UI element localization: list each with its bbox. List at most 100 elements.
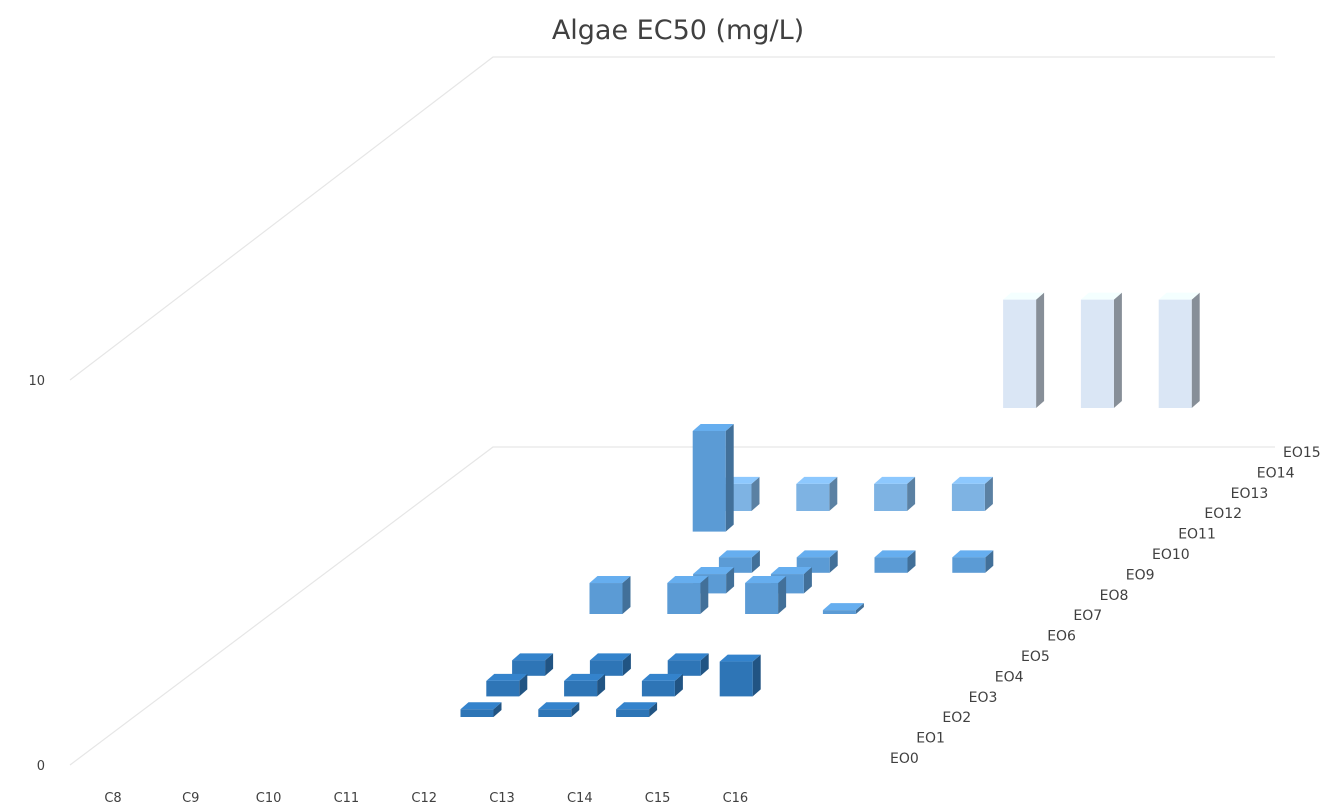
bar xyxy=(874,476,916,511)
y-tick-label: 10 xyxy=(28,374,45,389)
bar-front xyxy=(874,557,908,573)
bar-top xyxy=(874,476,916,484)
bar-side xyxy=(725,423,734,532)
bar-side xyxy=(829,550,838,573)
depth-tick-label: EO14 xyxy=(1257,465,1295,481)
bar-top xyxy=(822,603,864,611)
bar xyxy=(667,653,709,676)
bar-top xyxy=(1158,292,1200,300)
depth-tick-label: EO15 xyxy=(1283,445,1321,461)
bar xyxy=(874,550,916,573)
x-tick-label: C13 xyxy=(489,791,515,806)
bar-front xyxy=(564,680,598,697)
bar-side xyxy=(622,576,631,614)
bar-top xyxy=(693,567,735,575)
bar-side xyxy=(674,673,683,697)
bar-front xyxy=(874,483,908,511)
bar-front xyxy=(616,709,650,717)
bar-side xyxy=(493,702,502,717)
bar xyxy=(512,653,554,676)
bar-side xyxy=(519,673,528,697)
bar-top xyxy=(589,653,631,661)
bar-front xyxy=(745,583,779,614)
bar-top xyxy=(692,423,734,431)
depth-tick-label: EO1 xyxy=(916,731,945,747)
bar-side xyxy=(1113,292,1122,408)
depth-tick-label: EO6 xyxy=(1047,629,1076,645)
bar-front xyxy=(796,483,830,511)
bar-side xyxy=(829,476,838,511)
depth-tick-label: EO5 xyxy=(1021,649,1050,665)
depth-tick-label: EO10 xyxy=(1152,547,1190,563)
bar xyxy=(616,702,658,717)
bar-side xyxy=(597,673,606,697)
bar-front xyxy=(538,709,572,717)
gridline xyxy=(69,56,1275,381)
bar xyxy=(538,702,580,717)
chart-title: Algae EC50 (mg/L) xyxy=(552,15,804,46)
bar-front xyxy=(512,660,546,676)
gridlines xyxy=(69,56,1275,766)
bar-side xyxy=(778,576,787,614)
x-tick-label: C15 xyxy=(645,791,671,806)
bar-top xyxy=(589,576,631,584)
bar-side xyxy=(984,476,993,511)
depth-tick-label: EO7 xyxy=(1073,608,1102,624)
bar-top xyxy=(952,550,994,558)
bar-top xyxy=(1003,292,1045,300)
bar-front xyxy=(641,680,675,697)
bar-side xyxy=(726,567,735,594)
bar xyxy=(1080,292,1122,408)
bar-front xyxy=(667,660,701,676)
bar xyxy=(589,653,631,676)
bar-top xyxy=(951,476,993,484)
bar xyxy=(1003,292,1045,408)
bar-top xyxy=(667,653,709,661)
x-tick-label: C16 xyxy=(723,791,749,806)
bar xyxy=(796,476,838,511)
depth-tick-label: EO12 xyxy=(1204,506,1242,522)
x-axis-ticks: C8 C9 C10 C11 C12 C13 C14 C15 C16 xyxy=(104,791,748,806)
bar-front xyxy=(1003,299,1037,408)
bar xyxy=(719,654,761,697)
bar-top xyxy=(745,576,787,584)
depth-tick-label: EO9 xyxy=(1126,567,1155,583)
bar-top xyxy=(718,550,760,558)
bar-top xyxy=(874,550,916,558)
bar-top xyxy=(460,702,502,710)
bar-front xyxy=(952,557,986,573)
bar xyxy=(951,476,993,511)
depth-tick-label: EO0 xyxy=(890,751,919,767)
bar xyxy=(745,576,787,614)
depth-tick-label: EO3 xyxy=(969,690,998,706)
bar-side xyxy=(752,654,761,697)
bar-side xyxy=(1036,292,1045,408)
depth-tick-label: EO11 xyxy=(1178,527,1216,543)
bar-front xyxy=(589,583,623,614)
bar-front xyxy=(1080,299,1114,408)
x-tick-label: C11 xyxy=(334,791,360,806)
bar-front xyxy=(589,660,623,676)
x-tick-label: C9 xyxy=(182,791,199,806)
x-tick-label: C12 xyxy=(411,791,437,806)
bar-top xyxy=(641,673,683,681)
bar xyxy=(460,702,502,717)
bar xyxy=(564,673,606,697)
bar-side xyxy=(907,476,916,511)
bar xyxy=(641,673,683,697)
x-tick-label: C10 xyxy=(256,791,282,806)
bar-front xyxy=(719,661,753,697)
bar-top xyxy=(719,654,761,662)
bar-side xyxy=(751,476,760,511)
bar-side xyxy=(751,550,760,573)
bar xyxy=(667,576,709,614)
bar-top xyxy=(564,673,606,681)
bar-top xyxy=(486,673,528,681)
bar xyxy=(952,550,994,573)
depth-axis-ticks: EO0 EO1 EO2 EO3 EO4 EO5 EO6 EO7 EO8 EO9 EO10 EO11 EO… xyxy=(890,445,1321,767)
bar-side xyxy=(545,653,554,676)
bar-side xyxy=(803,567,812,594)
bar xyxy=(1158,292,1200,408)
depth-tick-label: EO2 xyxy=(942,710,971,726)
